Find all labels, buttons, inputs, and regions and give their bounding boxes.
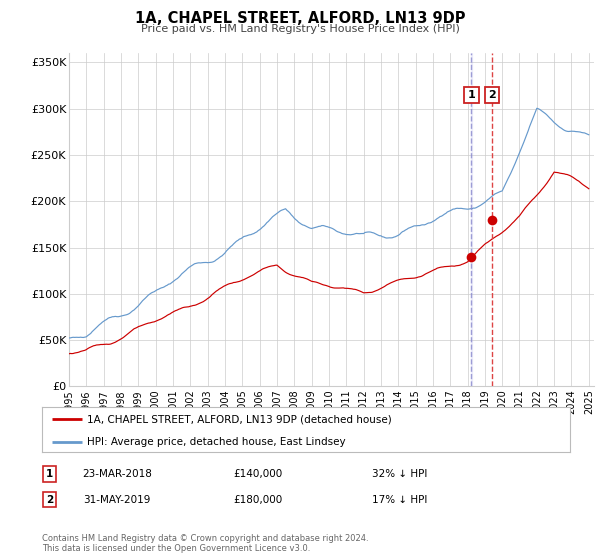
Text: 1A, CHAPEL STREET, ALFORD, LN13 9DP (detached house): 1A, CHAPEL STREET, ALFORD, LN13 9DP (det… xyxy=(87,414,392,424)
Text: 1A, CHAPEL STREET, ALFORD, LN13 9DP: 1A, CHAPEL STREET, ALFORD, LN13 9DP xyxy=(135,11,465,26)
Text: 23-MAR-2018: 23-MAR-2018 xyxy=(82,469,152,479)
Text: 1: 1 xyxy=(46,469,53,479)
Text: 1: 1 xyxy=(467,90,475,100)
Text: HPI: Average price, detached house, East Lindsey: HPI: Average price, detached house, East… xyxy=(87,437,346,447)
Text: 17% ↓ HPI: 17% ↓ HPI xyxy=(372,494,427,505)
Text: £140,000: £140,000 xyxy=(233,469,283,479)
Text: 32% ↓ HPI: 32% ↓ HPI xyxy=(372,469,427,479)
Text: Price paid vs. HM Land Registry's House Price Index (HPI): Price paid vs. HM Land Registry's House … xyxy=(140,24,460,34)
Text: 31-MAY-2019: 31-MAY-2019 xyxy=(83,494,151,505)
Text: 2: 2 xyxy=(46,494,53,505)
Text: 2: 2 xyxy=(488,90,496,100)
Text: This data is licensed under the Open Government Licence v3.0.: This data is licensed under the Open Gov… xyxy=(42,544,310,553)
Text: Contains HM Land Registry data © Crown copyright and database right 2024.: Contains HM Land Registry data © Crown c… xyxy=(42,534,368,543)
Text: £180,000: £180,000 xyxy=(233,494,283,505)
